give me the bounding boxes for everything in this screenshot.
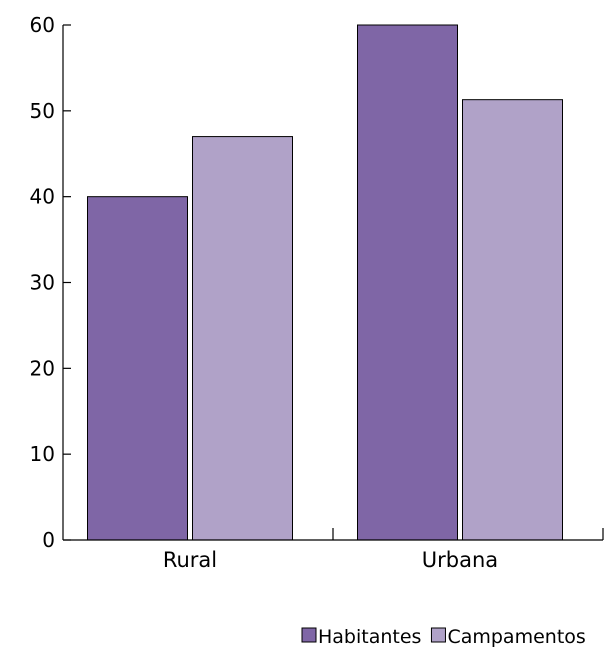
bar-habitantes-rural: [87, 196, 188, 541]
bar-habitantes-urbana: [357, 24, 458, 541]
bar-campamentos-rural: [192, 136, 293, 541]
y-tick-label: 60: [30, 13, 55, 37]
x-categories-group: Rural Urbana: [163, 528, 604, 572]
legend-label: Habitantes: [318, 626, 421, 648]
y-tick-label: 10: [30, 442, 55, 466]
bar-campamentos-urbana: [462, 99, 563, 541]
legend-swatch: [430, 627, 446, 643]
x-category-label: Rural: [163, 548, 217, 572]
x-category-label: Urbana: [422, 548, 498, 572]
legend-label: Campamentos: [447, 626, 585, 648]
y-tick-label: 0: [42, 528, 55, 552]
y-tick-label: 50: [30, 99, 55, 123]
bars-group: [87, 24, 563, 541]
y-tick-label: 30: [30, 271, 55, 295]
legend-swatch: [301, 627, 317, 643]
y-tick-label: 40: [30, 185, 55, 209]
y-tick-label: 20: [30, 356, 55, 380]
legend: Habitantes Campamentos: [301, 626, 586, 648]
y-ticks-group: 0 10 20 30 40 50 60: [30, 13, 71, 552]
